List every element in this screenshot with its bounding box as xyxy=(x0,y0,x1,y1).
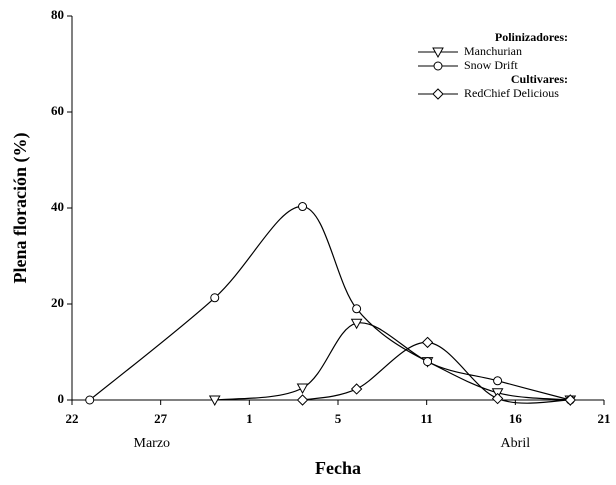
x-tick-label: 1 xyxy=(246,411,253,426)
month-label: Marzo xyxy=(134,436,171,451)
marker xyxy=(298,202,308,212)
legend-label: Snow Drift xyxy=(464,58,518,72)
x-tick-label: 5 xyxy=(335,411,342,426)
x-tick-label: 21 xyxy=(598,411,611,426)
legend-marker xyxy=(432,47,444,59)
month-label: Abril xyxy=(501,436,531,451)
series-line xyxy=(302,341,571,404)
x-tick-label: 11 xyxy=(421,411,433,426)
marker xyxy=(564,394,577,406)
x-tick-label: 16 xyxy=(509,411,523,426)
series-line xyxy=(214,322,571,401)
legend-marker xyxy=(432,88,444,100)
y-tick-label: 80 xyxy=(51,7,64,22)
legend-marker xyxy=(433,61,443,71)
x-axis-title: Fecha xyxy=(315,458,361,478)
y-tick-label: 20 xyxy=(51,295,64,310)
series-line xyxy=(89,205,571,401)
legend-label: Manchurian xyxy=(464,44,522,58)
marker xyxy=(423,357,433,367)
marker xyxy=(491,392,504,405)
marker xyxy=(210,293,220,303)
y-tick-label: 0 xyxy=(58,391,65,406)
marker xyxy=(421,336,434,349)
marker xyxy=(208,395,221,407)
marker xyxy=(296,394,309,406)
marker xyxy=(296,383,309,395)
marker xyxy=(350,383,363,395)
marker xyxy=(350,318,363,330)
legend-heading: Cultivares: xyxy=(511,72,568,86)
marker xyxy=(85,395,95,405)
legend-label: RedChief Delicious xyxy=(464,86,559,100)
legend-heading: Polinizadores: xyxy=(495,30,568,44)
x-tick-label: 22 xyxy=(66,411,79,426)
y-axis-title: Plena floración (%) xyxy=(10,133,31,284)
x-tick-label: 27 xyxy=(154,411,168,426)
y-tick-label: 60 xyxy=(51,103,64,118)
marker xyxy=(352,304,362,314)
y-tick-label: 40 xyxy=(51,199,64,214)
marker xyxy=(493,376,503,386)
